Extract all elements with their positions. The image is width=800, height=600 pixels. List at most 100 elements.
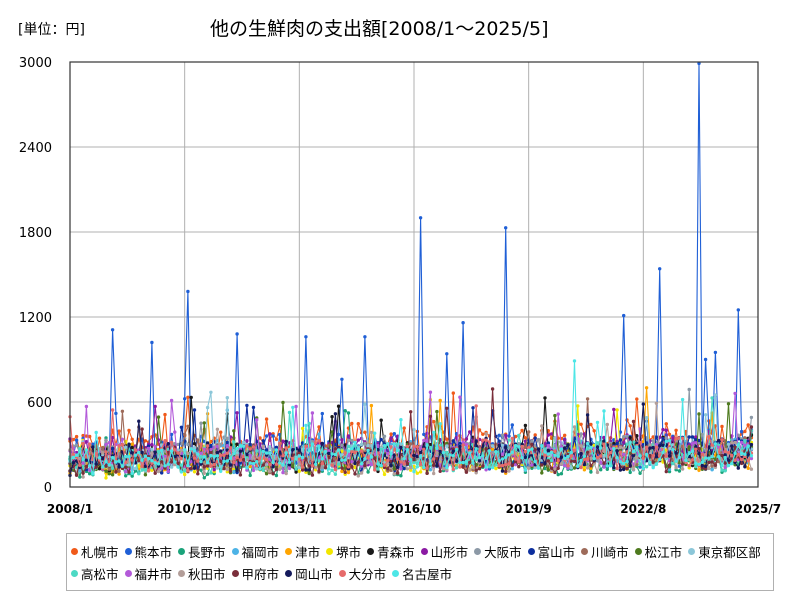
data-point bbox=[546, 433, 550, 437]
data-point bbox=[107, 472, 112, 476]
data-point bbox=[563, 446, 567, 450]
data-point bbox=[582, 465, 587, 469]
data-point bbox=[163, 464, 167, 468]
data-point bbox=[694, 464, 698, 469]
data-point bbox=[238, 449, 243, 453]
data-point bbox=[238, 458, 243, 462]
data-point bbox=[333, 412, 338, 416]
data-point bbox=[225, 444, 229, 448]
data-point bbox=[527, 430, 531, 434]
data-point bbox=[278, 441, 282, 445]
data-point bbox=[579, 422, 583, 426]
data-point bbox=[654, 445, 659, 449]
data-point bbox=[104, 450, 108, 454]
data-point bbox=[572, 425, 577, 429]
data-point bbox=[235, 446, 239, 451]
data-point bbox=[563, 433, 567, 437]
data-point bbox=[137, 419, 141, 423]
data-point bbox=[749, 454, 754, 458]
data-point bbox=[264, 417, 269, 421]
data-point bbox=[307, 471, 311, 476]
data-point bbox=[222, 466, 226, 471]
data-point bbox=[553, 470, 557, 475]
data-point bbox=[497, 459, 501, 463]
data-point bbox=[589, 445, 593, 450]
data-point bbox=[330, 468, 334, 472]
legend-item: 川崎市 bbox=[581, 540, 629, 562]
data-point bbox=[340, 466, 344, 470]
data-point bbox=[687, 451, 691, 455]
data-point bbox=[251, 468, 256, 473]
data-point bbox=[163, 454, 167, 458]
y-tick-label: 600 bbox=[27, 396, 52, 411]
data-point bbox=[130, 442, 134, 446]
data-point bbox=[153, 461, 157, 465]
data-point bbox=[317, 425, 321, 429]
data-point bbox=[278, 461, 282, 465]
legend-item: 福井市 bbox=[124, 562, 172, 584]
data-point bbox=[156, 438, 161, 442]
data-point bbox=[150, 468, 154, 472]
data-point bbox=[733, 451, 737, 455]
data-point bbox=[176, 451, 180, 455]
data-point bbox=[428, 442, 433, 447]
data-point bbox=[677, 461, 682, 465]
data-point bbox=[543, 442, 547, 446]
data-point bbox=[477, 467, 482, 471]
data-point bbox=[674, 451, 678, 455]
data-point bbox=[510, 436, 514, 441]
data-point bbox=[124, 474, 128, 478]
data-point bbox=[353, 440, 357, 445]
data-point bbox=[667, 447, 672, 451]
data-point bbox=[530, 439, 534, 443]
data-point bbox=[333, 447, 338, 451]
chart-title: 他の生鮮肉の支出額[2008/1～2025/5] bbox=[210, 18, 549, 40]
data-point bbox=[569, 450, 573, 455]
data-point bbox=[703, 467, 708, 471]
data-point bbox=[618, 460, 623, 464]
data-point bbox=[428, 390, 433, 394]
data-point bbox=[369, 455, 374, 459]
data-point bbox=[409, 466, 413, 470]
data-point bbox=[392, 472, 396, 476]
data-point bbox=[651, 454, 655, 458]
data-point bbox=[451, 439, 455, 443]
data-point bbox=[379, 447, 383, 452]
data-point bbox=[579, 458, 583, 463]
data-point bbox=[622, 467, 626, 472]
data-point bbox=[602, 465, 606, 469]
data-point bbox=[399, 418, 403, 422]
data-point bbox=[81, 471, 85, 475]
data-point bbox=[350, 421, 354, 426]
data-point bbox=[343, 458, 347, 462]
data-point bbox=[373, 431, 377, 435]
data-point bbox=[241, 440, 246, 445]
data-point bbox=[667, 438, 672, 443]
data-point bbox=[192, 448, 197, 453]
data-point bbox=[97, 436, 102, 440]
data-point bbox=[274, 467, 279, 472]
data-point bbox=[631, 419, 636, 424]
data-point bbox=[327, 451, 331, 456]
data-point bbox=[648, 446, 652, 450]
legend-swatch bbox=[527, 547, 535, 555]
data-point bbox=[117, 469, 121, 473]
data-point bbox=[585, 397, 590, 401]
data-point bbox=[183, 397, 187, 401]
data-point bbox=[507, 469, 511, 473]
data-point bbox=[271, 465, 275, 469]
data-point bbox=[71, 461, 76, 465]
legend-swatch bbox=[124, 547, 132, 555]
data-point bbox=[743, 436, 747, 440]
data-point bbox=[202, 476, 206, 480]
data-point bbox=[523, 450, 528, 454]
data-point bbox=[107, 467, 112, 471]
data-point bbox=[500, 463, 505, 468]
data-point bbox=[723, 465, 727, 470]
data-point bbox=[74, 443, 79, 448]
data-point bbox=[117, 465, 121, 469]
data-point bbox=[271, 460, 275, 465]
data-point bbox=[687, 387, 691, 392]
data-point bbox=[336, 432, 341, 437]
data-point bbox=[353, 450, 357, 455]
